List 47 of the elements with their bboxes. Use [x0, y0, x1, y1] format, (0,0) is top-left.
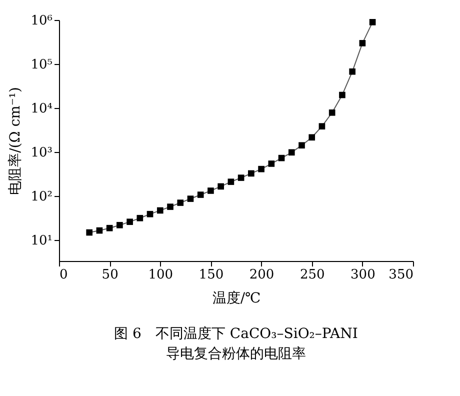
point	[238, 174, 244, 181]
y-tick-label: 10²	[30, 189, 52, 204]
y-tick-label: 10⁵	[30, 57, 52, 72]
point	[126, 218, 133, 225]
point	[349, 68, 356, 75]
x-tick-label: 150	[198, 268, 224, 282]
y-tick-label: 10⁶	[30, 14, 52, 28]
point	[136, 214, 144, 222]
y-tick-label: 10⁴	[30, 101, 52, 116]
point	[258, 166, 264, 172]
point	[86, 229, 93, 236]
point	[208, 188, 214, 194]
x-tick-label: 100	[148, 268, 174, 282]
point	[248, 170, 254, 177]
point	[278, 154, 285, 162]
y-tick-label: 10¹	[30, 233, 52, 248]
point	[228, 178, 234, 185]
point	[359, 40, 366, 46]
point	[106, 224, 113, 232]
y-tick-label: 10³	[30, 145, 52, 160]
x-tick-label: 350	[388, 268, 414, 282]
text: 图 6 不同温度下 CaCO₃–SiO₂–PANI	[114, 326, 358, 342]
x-tick-label: 200	[249, 268, 274, 282]
point	[369, 19, 376, 26]
x-tick-label: 250	[300, 268, 325, 282]
point	[116, 222, 123, 228]
point	[146, 210, 154, 218]
x-axis-title: 温度/℃	[212, 290, 261, 306]
point	[318, 123, 326, 130]
point	[328, 109, 336, 116]
point	[298, 142, 305, 148]
y-axis-title: 电阻率/(Ω cm⁻¹)	[8, 87, 24, 195]
x-tick-label: 300	[350, 268, 376, 282]
point	[187, 196, 194, 202]
x-tick-label: 50	[102, 268, 118, 282]
point	[197, 192, 204, 198]
point	[96, 227, 103, 234]
point	[268, 160, 275, 167]
point	[308, 134, 316, 141]
point	[156, 207, 164, 214]
text: 导电复合粉体的电阻率	[166, 346, 306, 362]
x-tick-label: 0	[60, 268, 68, 282]
point	[218, 183, 224, 190]
point	[288, 149, 295, 156]
point	[339, 92, 346, 98]
point	[167, 204, 174, 210]
point	[177, 200, 184, 206]
